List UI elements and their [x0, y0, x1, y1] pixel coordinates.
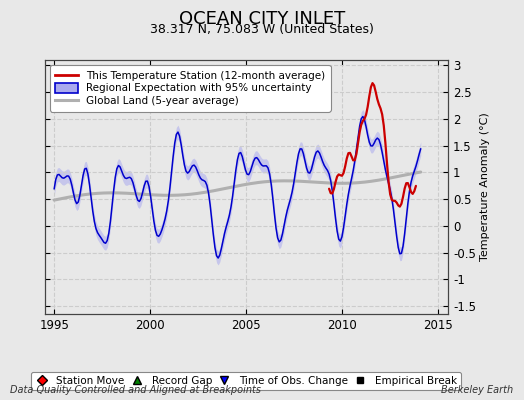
Text: Data Quality Controlled and Aligned at Breakpoints: Data Quality Controlled and Aligned at B…	[10, 385, 261, 395]
Legend: Station Move, Record Gap, Time of Obs. Change, Empirical Break: Station Move, Record Gap, Time of Obs. C…	[31, 372, 461, 390]
Text: Berkeley Earth: Berkeley Earth	[441, 385, 514, 395]
Text: 38.317 N, 75.083 W (United States): 38.317 N, 75.083 W (United States)	[150, 23, 374, 36]
Text: OCEAN CITY INLET: OCEAN CITY INLET	[179, 10, 345, 28]
Y-axis label: Temperature Anomaly (°C): Temperature Anomaly (°C)	[480, 113, 490, 261]
